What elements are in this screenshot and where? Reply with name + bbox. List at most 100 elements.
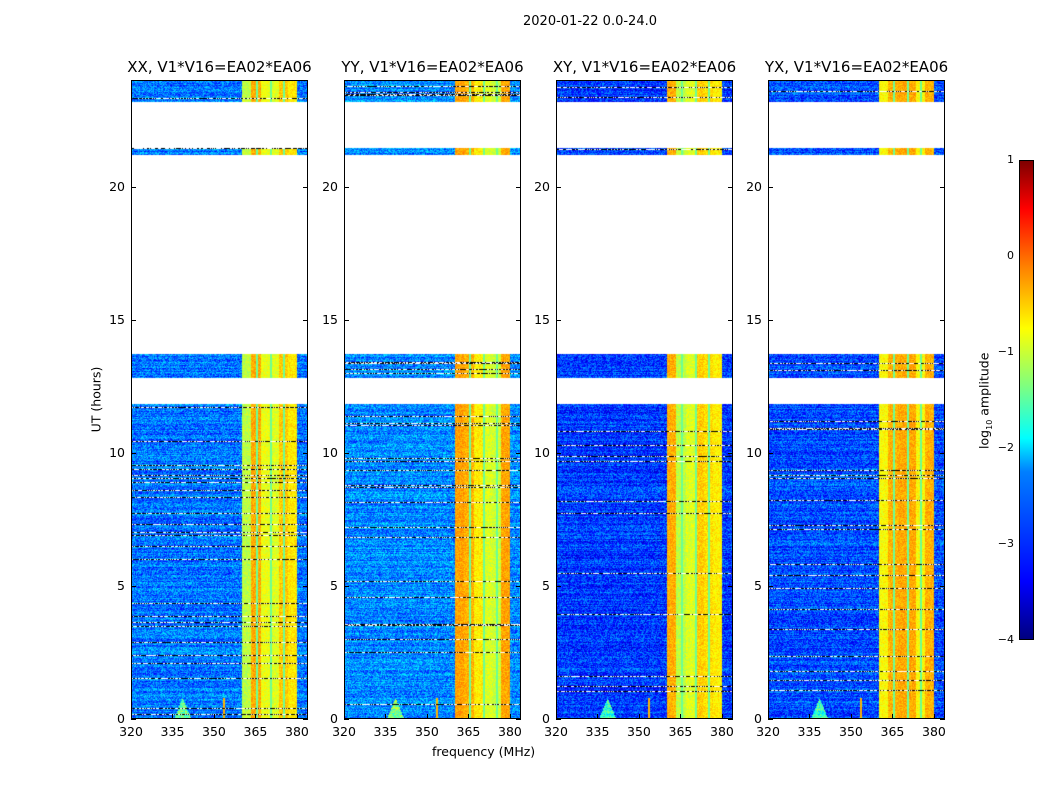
panel-title: XX, V1*V16=EA02*EA06 <box>127 58 312 76</box>
y-tick-mark <box>768 319 773 321</box>
y-tick-mark <box>516 319 521 321</box>
x-tick-mark <box>296 714 298 719</box>
x-tick-label: 320 <box>756 724 780 739</box>
figure-title: 2020-01-22 0.0-24.0 <box>523 14 657 29</box>
y-tick-label: 0 <box>117 711 125 726</box>
x-tick-mark <box>768 714 769 719</box>
y-tick-mark <box>940 719 945 720</box>
x-tick-label: 335 <box>160 724 185 739</box>
y-tick-mark <box>940 186 945 188</box>
x-tick-mark <box>385 714 387 719</box>
y-tick-mark <box>556 585 561 587</box>
y-tick-mark <box>728 452 733 454</box>
y-tick-label: 5 <box>330 577 338 593</box>
y-tick-label: 5 <box>117 577 125 593</box>
x-tick-label: 380 <box>498 724 522 739</box>
colorbar-tick-label: 1 <box>1007 153 1014 166</box>
x-tick-label: 320 <box>119 724 143 739</box>
x-axis-label: frequency (MHz) <box>432 744 536 759</box>
y-tick-mark <box>344 319 349 321</box>
y-tick-label: 10 <box>534 444 550 460</box>
y-tick-label: 15 <box>746 311 762 327</box>
y-tick-mark <box>344 719 349 720</box>
y-tick-mark <box>303 319 308 321</box>
panel-title: XY, V1*V16=EA02*EA06 <box>552 58 737 76</box>
panel-1: YY, V1*V16=EA02*EA06 0 5 10 15 20 320 335 350 365… <box>322 58 524 739</box>
plot-frame <box>344 80 521 719</box>
y-tick-mark <box>516 186 521 188</box>
x-tick-label: 335 <box>797 724 822 739</box>
y-tick-mark <box>768 452 773 454</box>
colorbar-tick-label: 0 <box>1007 249 1014 262</box>
y-tick-mark <box>556 452 561 454</box>
colorbar-label-main: log <box>976 429 992 449</box>
y-tick-mark <box>556 186 561 188</box>
y-tick-label: 0 <box>542 711 550 726</box>
y-tick-mark <box>940 452 945 454</box>
x-tick-mark <box>255 714 257 719</box>
x-tick-mark <box>213 714 215 719</box>
y-tick-mark <box>940 319 945 321</box>
y-tick-mark <box>728 186 733 188</box>
x-tick-label: 365 <box>456 724 481 739</box>
y-tick-mark <box>131 319 136 321</box>
x-tick-mark <box>850 714 852 719</box>
x-tick-label: 380 <box>285 724 309 739</box>
y-tick-mark <box>344 585 349 587</box>
y-tick-label: 10 <box>746 444 762 460</box>
panel-3: YX, V1*V16=EA02*EA06 0 5 10 15 20 320 335 350 365… <box>746 58 948 739</box>
x-tick-label: 380 <box>710 724 734 739</box>
x-tick-mark <box>468 714 470 719</box>
y-tick-mark <box>303 186 308 188</box>
y-tick-mark <box>768 186 773 188</box>
y-tick-label: 20 <box>109 178 125 194</box>
panel-2: XY, V1*V16=EA02*EA06 0 5 10 15 20 320 335 350 365… <box>534 58 736 739</box>
x-tick-label: 350 <box>202 724 226 739</box>
plot-frame <box>556 80 733 719</box>
x-tick-mark <box>809 714 811 719</box>
y-tick-mark <box>940 585 945 587</box>
y-tick-label: 10 <box>322 444 338 460</box>
x-tick-label: 380 <box>922 724 946 739</box>
spectrogram-heatmap <box>131 80 308 719</box>
colorbar <box>1019 160 1034 640</box>
x-tick-mark <box>680 714 682 719</box>
x-tick-label: 320 <box>332 724 356 739</box>
y-axis-label: UT (hours) <box>88 366 104 433</box>
y-tick-label: 0 <box>330 711 338 726</box>
colorbar-label-sub: 10 <box>984 419 994 430</box>
x-tick-label: 365 <box>243 724 268 739</box>
x-tick-mark <box>426 714 428 719</box>
y-tick-label: 5 <box>754 577 762 593</box>
y-tick-label: 20 <box>534 178 550 194</box>
colorbar-label-rest: amplitude <box>976 352 992 420</box>
y-tick-mark <box>303 585 308 587</box>
y-tick-mark <box>728 719 733 720</box>
y-tick-mark <box>728 319 733 321</box>
x-tick-mark <box>597 714 599 719</box>
x-tick-label: 365 <box>880 724 905 739</box>
colorbar-tick-label: −2 <box>997 441 1014 454</box>
y-tick-mark <box>131 186 136 188</box>
colorbar-tick-label: −3 <box>997 537 1014 550</box>
y-tick-mark <box>131 452 136 454</box>
panel-title: YY, V1*V16=EA02*EA06 <box>341 58 524 76</box>
x-tick-label: 335 <box>585 724 610 739</box>
y-tick-mark <box>556 719 561 720</box>
colorbar-tick-label: −1 <box>997 345 1014 358</box>
plot-frame <box>131 80 308 719</box>
y-tick-mark <box>131 719 136 720</box>
x-tick-mark <box>344 714 345 719</box>
x-tick-label: 365 <box>668 724 693 739</box>
y-tick-mark <box>768 585 773 587</box>
y-tick-mark <box>556 319 561 321</box>
x-tick-label: 335 <box>373 724 398 739</box>
x-tick-mark <box>131 714 132 719</box>
y-tick-mark <box>344 186 349 188</box>
y-tick-mark <box>516 585 521 587</box>
y-tick-label: 10 <box>109 444 125 460</box>
spectrogram-heatmap <box>768 80 945 719</box>
x-tick-mark <box>509 714 511 719</box>
y-tick-label: 20 <box>322 178 338 194</box>
